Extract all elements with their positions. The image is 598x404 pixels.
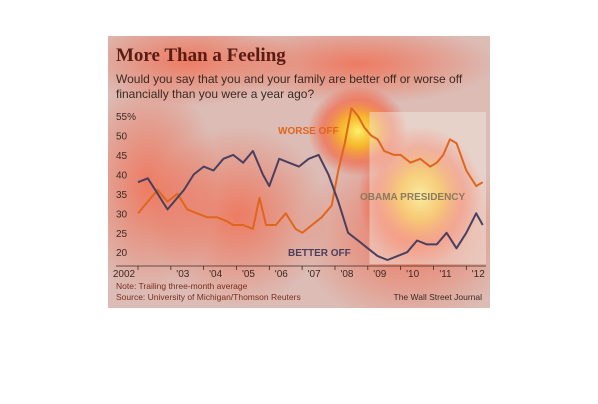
y-tick-label: 50 xyxy=(116,131,128,142)
x-tick-label: '06 xyxy=(275,269,288,280)
x-tick-label: '05 xyxy=(242,269,255,280)
series-line-better-off xyxy=(137,150,484,261)
chart-note: Note: Trailing three-month average Sourc… xyxy=(116,281,301,303)
worse-off-annotation: WORSE OFF xyxy=(278,126,339,137)
chart-subtitle: Would you say that you and your family a… xyxy=(116,72,463,101)
chart-figure: More Than a Feeling Would you say that y… xyxy=(108,36,490,308)
y-tick-label: 30 xyxy=(116,209,128,220)
line-chart: 20 25 30 35 40 45 50 55% 2002 '03 '04 '05 '06 '07 '08… xyxy=(113,107,486,280)
x-tick-label: '12 xyxy=(472,269,485,280)
heatmap-overlay xyxy=(108,36,490,308)
y-tick-label: 55% xyxy=(116,112,136,123)
y-tick-label: 40 xyxy=(116,170,128,181)
obama-presidency-band xyxy=(369,112,486,264)
x-tick-label: '10 xyxy=(406,269,419,280)
x-tick-label: '03 xyxy=(176,269,189,280)
y-tick-label: 35 xyxy=(116,190,128,201)
series-line-worse-off xyxy=(137,107,484,234)
obama-presidency-annotation: OBAMA PRESIDENCY xyxy=(360,192,466,203)
y-tick-label: 20 xyxy=(116,248,128,259)
better-off-annotation: BETTER OFF xyxy=(288,248,351,259)
x-tick-label: '08 xyxy=(340,269,353,280)
x-tick-label: '09 xyxy=(373,269,386,280)
y-tick-label: 45 xyxy=(116,151,128,162)
note-text: Note: Trailing three-month average xyxy=(116,281,248,291)
publisher-credit: The Wall Street Journal xyxy=(393,292,483,302)
y-tick-label: 25 xyxy=(116,229,128,240)
x-tick-label: '07 xyxy=(308,269,321,280)
x-tick-label: 2002 xyxy=(113,269,136,280)
chart-title: More Than a Feeling xyxy=(116,45,286,66)
source-text: Source: University of Michigan/Thomson R… xyxy=(116,292,301,302)
x-tick-label: '04 xyxy=(209,269,222,280)
x-tick-label: '11 xyxy=(439,269,452,280)
